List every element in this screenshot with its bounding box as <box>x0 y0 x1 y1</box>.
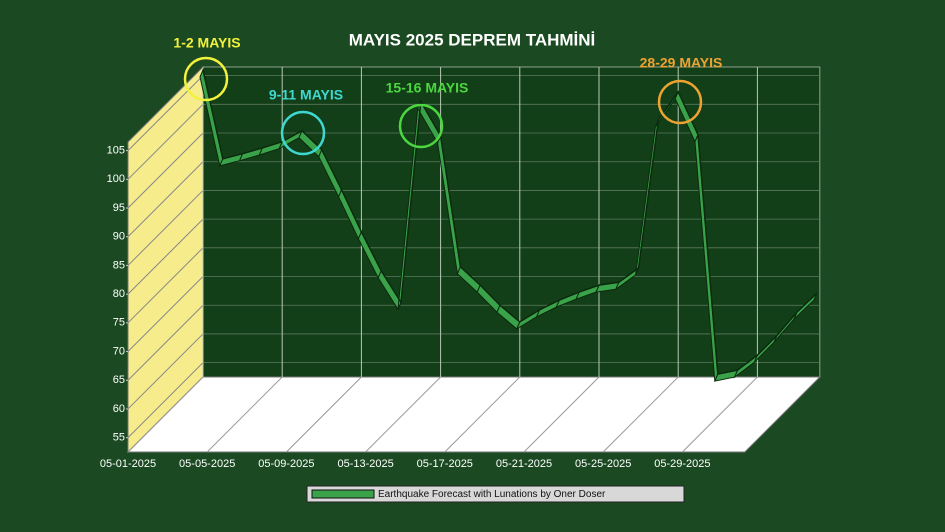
line <box>202 69 818 376</box>
y-tick-label: 70 <box>113 345 125 357</box>
chart-title: MAYIS 2025 DEPREM TAHMİNİ <box>349 30 596 49</box>
annotation-circle <box>657 79 703 125</box>
back-wall <box>202 66 821 378</box>
y-tick-label: 85 <box>113 259 125 271</box>
y-tick-label: 60 <box>113 403 125 415</box>
grid-line <box>682 376 758 453</box>
grid-line <box>365 376 441 453</box>
grid-line <box>127 247 204 324</box>
legend-swatch <box>311 489 375 499</box>
y-tick-label: 55 <box>113 432 125 444</box>
x-tick-label: 05-09-2025 <box>258 458 314 470</box>
y-tick-label: 65 <box>113 374 125 386</box>
grid-line <box>523 376 600 453</box>
annotation-circle <box>280 110 326 156</box>
grid-line <box>127 362 204 439</box>
grid-line <box>286 376 362 453</box>
grid-line <box>127 75 204 151</box>
annotation: 15-16 MAYIS <box>386 80 469 96</box>
legend-box <box>306 485 685 503</box>
grid-line <box>127 190 204 266</box>
x-tick-label: 05-05-2025 <box>179 458 235 470</box>
x-tick-label: 05-13-2025 <box>337 458 393 470</box>
x-tick-label: 05-25-2025 <box>575 458 631 470</box>
grid-line <box>127 161 204 238</box>
x-tick-label: 05-01-2025 <box>100 458 156 470</box>
annotation-circle <box>183 56 229 102</box>
annotation: 1-2 MAYIS <box>173 35 240 51</box>
y-tick-label: 90 <box>113 231 125 243</box>
annotation-circle <box>398 103 444 149</box>
grid-line <box>127 276 204 352</box>
y-tick-label: 80 <box>113 288 125 300</box>
annotation: 9-11 MAYIS <box>269 87 343 103</box>
x-tick-label: 05-29-2025 <box>654 458 710 470</box>
grid-line <box>127 132 204 209</box>
y-tick-label: 105 <box>107 145 125 157</box>
y-tick-label: 75 <box>113 317 125 329</box>
x-tick-label: 05-21-2025 <box>496 458 552 470</box>
floor <box>126 376 822 453</box>
y-tick-label: 95 <box>113 202 125 214</box>
y-tick-label: 100 <box>107 173 125 185</box>
grid-line <box>127 304 204 381</box>
grid-line <box>127 103 204 180</box>
x-tick-label: 05-17-2025 <box>417 458 473 470</box>
annotation: 28-29 MAYIS <box>640 55 723 71</box>
legend-label: Earthquake Forecast with Lunations by On… <box>378 489 606 500</box>
grid-line <box>444 376 521 453</box>
grid-line <box>127 218 204 295</box>
grid-line <box>206 376 283 453</box>
grid-line <box>602 376 679 453</box>
grid-line <box>127 376 204 453</box>
grid-line <box>127 333 204 410</box>
